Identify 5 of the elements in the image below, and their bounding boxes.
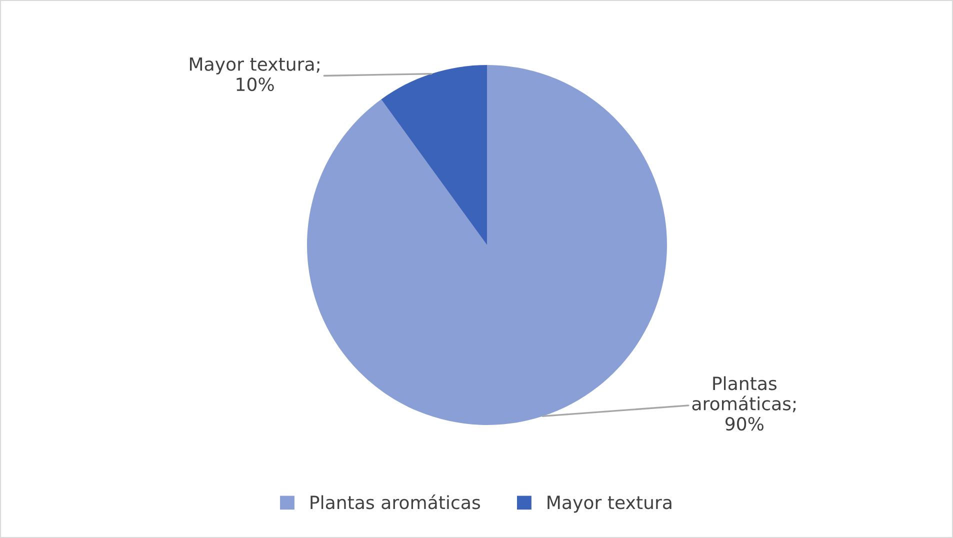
data-label: Mayor textura; 10% [190,58,320,92]
data-label: Plantas aromáticas; 90% [692,376,796,431]
legend-label: Mayor textura [548,496,672,513]
legend-label: Plantas aromáticas [310,494,480,510]
pie-slice [381,65,487,245]
